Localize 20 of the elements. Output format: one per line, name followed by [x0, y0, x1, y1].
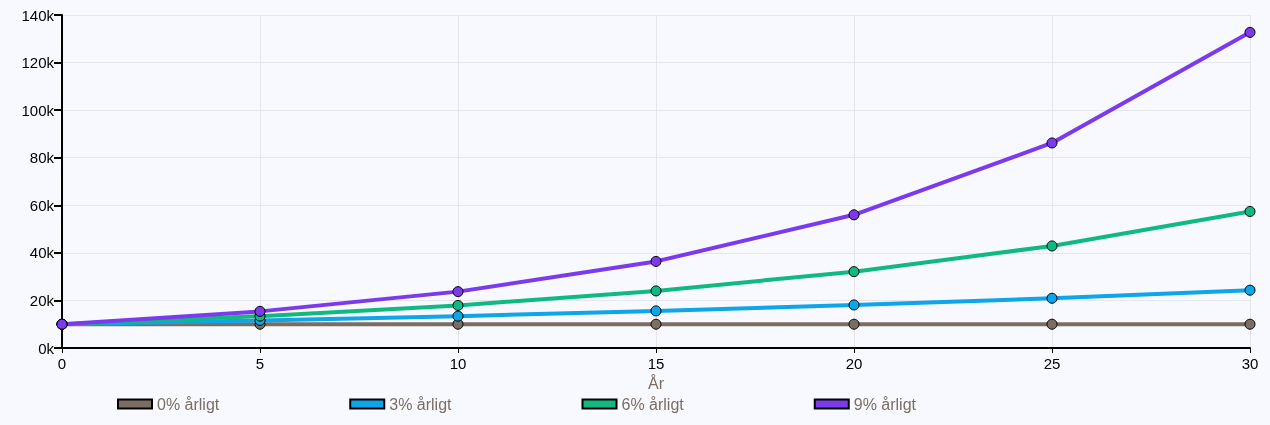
y-tick-label: 140k	[21, 6, 55, 24]
x-tick-label: 25	[1043, 355, 1061, 372]
x-tick-label: 5	[255, 355, 265, 372]
x-tick-label: 30	[1241, 355, 1259, 372]
y-tick-label: 120k	[21, 54, 55, 72]
x-tick-label: 10	[449, 355, 467, 372]
legend-label: 3% årligt	[389, 395, 453, 413]
x-tick-label: 15	[647, 355, 665, 372]
y-tick-label: 20k	[29, 291, 55, 309]
x-axis-title: År	[648, 374, 665, 393]
legend-label: 6% årligt	[621, 395, 685, 413]
x-tick-label: 0	[57, 355, 67, 372]
y-tick-label: 60k	[29, 196, 55, 214]
legend-label: 0% årligt	[157, 395, 220, 413]
y-tick-label: 40k	[29, 244, 55, 262]
y-tick-label: 100k	[21, 101, 55, 119]
y-tick-label: 0k	[38, 339, 55, 357]
legend-label: 9% årligt	[853, 395, 917, 413]
x-tick-label: 20	[845, 355, 863, 372]
y-tick-label: 80k	[29, 149, 55, 167]
